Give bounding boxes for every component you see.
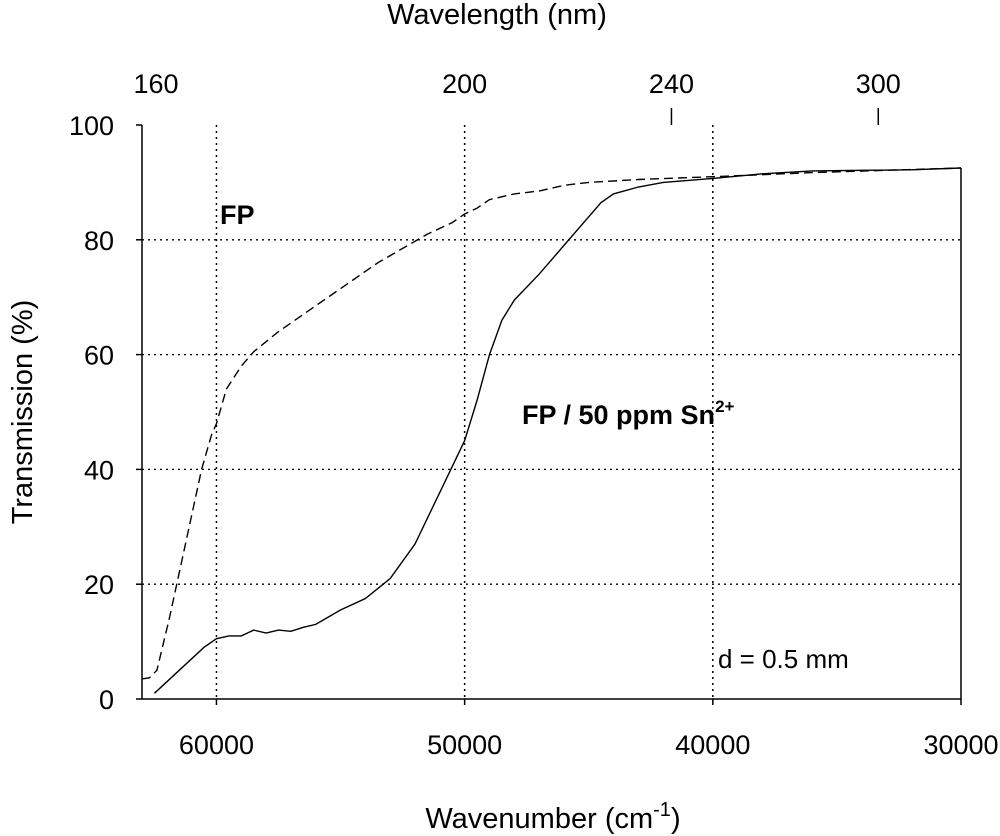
top-tick-label: 160: [133, 69, 178, 99]
top-tick-label: 200: [442, 69, 487, 99]
x-axis-title-main: Wavenumber (cm: [425, 803, 653, 835]
y-axis-title: Transmission (%): [7, 300, 39, 525]
x-axis-title-sup: -1: [653, 799, 671, 821]
x-tick-label: 40000: [675, 730, 750, 760]
series-fp-dashed: [141, 167, 962, 680]
sn-label: FP / 50 ppm Sn2+: [522, 397, 735, 430]
x-axis-title-end: ): [671, 803, 681, 835]
y-tick-label: 20: [84, 570, 114, 600]
thickness-label: d = 0.5 mm: [718, 644, 849, 674]
series: [141, 167, 962, 694]
tick-labels: 0 20 40 60 80 100 60000 50000 40000 30000 160 200 24…: [69, 69, 999, 760]
sn-label-sup: 2+: [715, 397, 734, 416]
sn-label-main: FP / 50 ppm Sn: [522, 400, 715, 430]
x-tick-label: 30000: [923, 730, 998, 760]
top-tick-label: 240: [649, 69, 694, 99]
fp-label: FP: [220, 200, 255, 230]
y-tick-label: 40: [84, 455, 114, 485]
y-tick-label: 100: [69, 111, 114, 141]
y-tick-label: 80: [84, 226, 114, 256]
x-tick-label: 50000: [427, 730, 502, 760]
x-axis-title: Wavenumber (cm-1): [425, 799, 680, 835]
top-tick-label: 300: [856, 69, 901, 99]
top-axis-title: Wavelength (nm): [387, 0, 607, 31]
series-fp-sn-solid: [153, 167, 962, 694]
y-tick-label: 0: [99, 685, 114, 715]
y-tick-label: 60: [84, 341, 114, 371]
axes: [136, 108, 962, 705]
grid: [142, 125, 961, 699]
x-tick-label: 60000: [179, 730, 254, 760]
